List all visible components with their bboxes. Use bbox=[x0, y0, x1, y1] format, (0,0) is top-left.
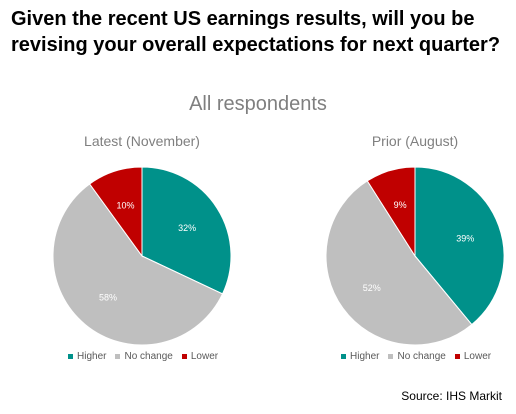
legend-item-higher: Higher bbox=[341, 351, 379, 362]
legend-swatch-lower bbox=[182, 354, 187, 359]
legend-label-higher: Higher bbox=[350, 351, 379, 362]
source-note: Source: IHS Markit bbox=[401, 389, 502, 403]
legend-label-higher: Higher bbox=[77, 351, 106, 362]
legend-swatch-no-change bbox=[388, 354, 393, 359]
pie-label-higher: 32% bbox=[178, 223, 196, 233]
chart-question-title: Given the recent US earnings results, wi… bbox=[11, 6, 511, 58]
legend-item-no-change: No change bbox=[388, 351, 445, 362]
legend-label-lower: Lower bbox=[464, 351, 491, 362]
legend-item-lower: Lower bbox=[455, 351, 491, 362]
pie-title-latest: Latest (November) bbox=[42, 133, 242, 149]
legend-label-lower: Lower bbox=[191, 351, 218, 362]
pie-label-lower: 10% bbox=[116, 201, 134, 211]
pie-label-lower: 9% bbox=[394, 200, 407, 210]
legend-label-no-change: No change bbox=[397, 351, 445, 362]
legend-swatch-lower bbox=[455, 354, 460, 359]
legend-swatch-higher bbox=[341, 354, 346, 359]
pie-title-prior: Prior (August) bbox=[315, 133, 515, 149]
pie-label-no-change: 52% bbox=[363, 283, 381, 293]
legend-latest: Higher No change Lower bbox=[68, 351, 298, 362]
pie-chart-prior: 39% 52% 9% bbox=[315, 156, 515, 356]
legend-swatch-no-change bbox=[115, 354, 120, 359]
legend-label-no-change: No change bbox=[124, 351, 172, 362]
chart-subtitle: All respondents bbox=[0, 93, 516, 116]
legend-swatch-higher bbox=[68, 354, 73, 359]
legend-item-lower: Lower bbox=[182, 351, 218, 362]
legend-item-higher: Higher bbox=[68, 351, 106, 362]
pie-label-no-change: 58% bbox=[99, 293, 117, 303]
legend-prior: Higher No change Lower bbox=[341, 351, 516, 362]
pie-chart-latest: 32% 58% 10% bbox=[42, 156, 242, 356]
pie-label-higher: 39% bbox=[456, 233, 474, 243]
legend-item-no-change: No change bbox=[115, 351, 172, 362]
